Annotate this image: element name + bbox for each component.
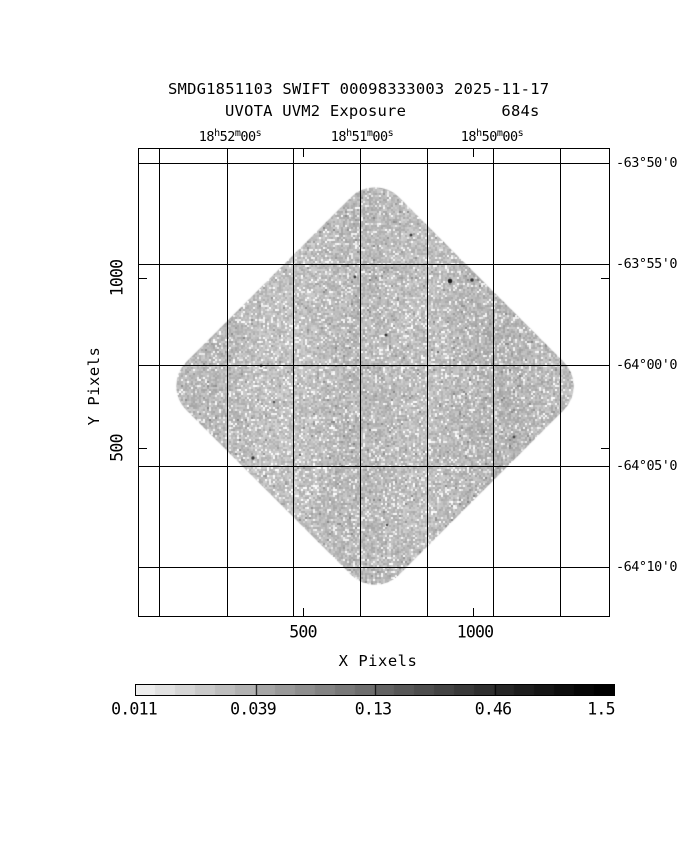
ra-gridline-1 xyxy=(227,149,228,616)
y-tick-right-1 xyxy=(601,448,609,449)
ra-tick-label-1: 18h51m00s xyxy=(331,129,393,145)
dec-gridline-4 xyxy=(139,567,609,568)
dec-tick-label-2: -64°00'0 xyxy=(616,357,677,373)
colorbar-gradient-canvas xyxy=(136,685,614,695)
colorbar-tick-label-3: 0.46 xyxy=(475,700,512,719)
dec-tick-label-0: -63°50'0 xyxy=(616,155,677,171)
exposure-map-page: SMDG1851103 SWIFT 00098333003 2025-11-17… xyxy=(0,0,680,850)
dec-tick-label-1: -63°55'0 xyxy=(616,256,677,272)
y-axis-title: Y Pixels xyxy=(85,347,103,426)
colorbar-tick-label-4: 1.5 xyxy=(587,700,614,719)
dec-gridline-2 xyxy=(139,365,609,366)
ra-unit-sup: s xyxy=(518,128,524,139)
ra-unit-sup: h xyxy=(476,128,482,139)
dec-gridline-1 xyxy=(139,264,609,265)
plot-title: SMDG1851103 SWIFT 00098333003 2025-11-17 xyxy=(168,80,549,98)
ra-unit-sup: h xyxy=(346,128,352,139)
x-tick-label-1: 1000 xyxy=(457,623,494,642)
ra-unit-sup: m xyxy=(367,128,373,139)
ra-unit-sup: s xyxy=(256,128,262,139)
x-tick-bottom-0 xyxy=(303,608,304,616)
x-tick-label-0: 500 xyxy=(289,623,316,642)
plot-frame xyxy=(138,148,610,617)
colorbar-tick-label-1: 0.039 xyxy=(230,700,276,719)
dec-gridline-0 xyxy=(139,163,609,164)
ra-gridline-2 xyxy=(293,149,294,616)
y-tick-left-1 xyxy=(139,448,147,449)
ra-tick-label-2: 18h50m00s xyxy=(461,129,523,145)
y-tick-left-0 xyxy=(139,278,147,279)
ra-tick-label-0: 18h52m00s xyxy=(199,129,261,145)
colorbar-tick-label-2: 0.13 xyxy=(355,700,392,719)
plot-subtitle: UVOTA UVM2 Exposure 684s xyxy=(225,102,540,120)
dec-tick-label-4: -64°10'0 xyxy=(616,559,677,575)
ra-gridline-6 xyxy=(560,149,561,616)
colorbar-tick-label-0: 0.011 xyxy=(111,700,157,719)
ra-unit-sup: m xyxy=(497,128,503,139)
ra-gridline-5 xyxy=(493,149,494,616)
y-tick-label-0: 1000 xyxy=(108,260,127,297)
ra-unit-sup: h xyxy=(214,128,220,139)
ra-gridline-3 xyxy=(360,149,361,616)
y-tick-label-1: 500 xyxy=(108,434,127,461)
dec-gridline-3 xyxy=(139,466,609,467)
exposure-footprint-canvas xyxy=(139,149,609,616)
x-tick-top-0 xyxy=(303,149,304,157)
x-axis-title: X Pixels xyxy=(339,652,418,670)
ra-gridline-0 xyxy=(159,149,160,616)
ra-gridline-4 xyxy=(427,149,428,616)
dec-tick-label-3: -64°05'0 xyxy=(616,458,677,474)
colorbar xyxy=(135,684,615,696)
y-tick-right-0 xyxy=(601,278,609,279)
x-tick-top-1 xyxy=(473,149,474,157)
ra-unit-sup: s xyxy=(388,128,394,139)
ra-unit-sup: m xyxy=(235,128,241,139)
x-tick-bottom-1 xyxy=(473,608,474,616)
